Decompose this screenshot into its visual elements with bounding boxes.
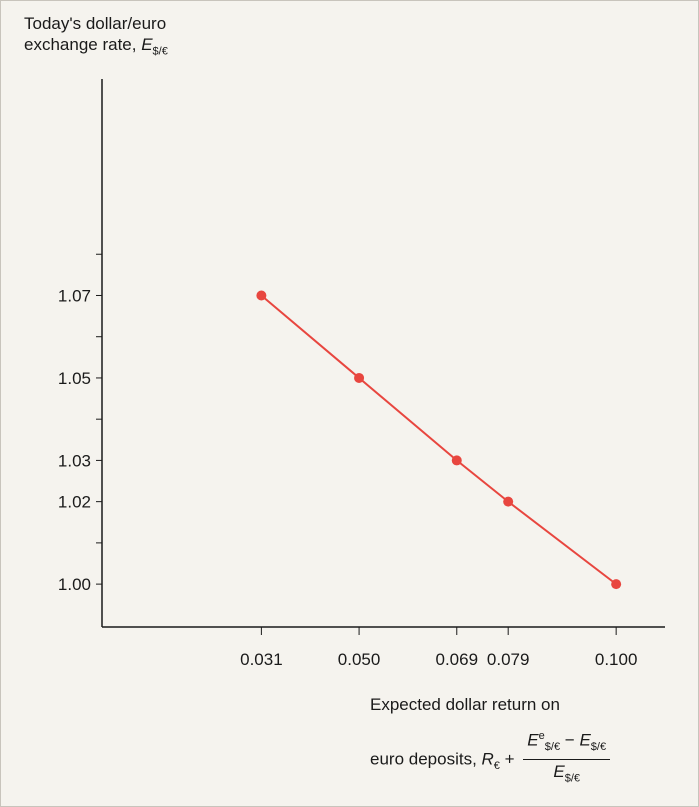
x-axis-fraction-denominator: E$/€ xyxy=(523,760,610,788)
data-point xyxy=(451,455,462,466)
ticks: 1.00 1.02 1.03 1.05 1.07 0.031 0.050 0.069 0.079… xyxy=(58,253,638,669)
numerator-minus: − xyxy=(560,730,580,750)
y-axis-label-line1: Today's dollar/euro xyxy=(24,14,167,33)
data-point xyxy=(611,579,622,590)
numerator-e1: E xyxy=(527,730,539,750)
x-axis-plus: + xyxy=(499,749,520,769)
y-tick-label: 1.02 xyxy=(58,493,91,512)
data-point xyxy=(503,496,514,507)
y-axis-label-line2: exchange rate, xyxy=(24,35,142,54)
axes xyxy=(101,79,665,628)
series-line xyxy=(260,294,617,585)
x-tick-label: 0.100 xyxy=(595,650,638,669)
x-axis-label-line2: euro deposits, xyxy=(370,749,482,769)
x-axis-r-subscript: € xyxy=(493,760,500,773)
numerator-e1-subscript: $/€ xyxy=(544,741,561,754)
x-axis-fraction-numerator: Ee$/€ − E$/€ xyxy=(523,726,611,761)
numerator-e2: E xyxy=(579,730,591,750)
denominator-e: E xyxy=(553,762,565,782)
y-tick-label: 1.05 xyxy=(58,369,91,388)
x-tick-label: 0.050 xyxy=(338,650,381,669)
x-tick-label: 0.031 xyxy=(240,650,283,669)
y-tick-label: 1.00 xyxy=(58,575,91,594)
series xyxy=(256,290,622,590)
data-point xyxy=(256,290,267,301)
x-axis-r-symbol: R xyxy=(481,749,494,769)
x-axis-fraction: Ee$/€ − E$/€ E$/€ xyxy=(523,726,611,788)
y-tick-label: 1.03 xyxy=(58,451,91,470)
denominator-e-subscript: $/€ xyxy=(564,772,580,785)
x-tick-label: 0.069 xyxy=(435,650,478,669)
x-tick-label: 0.079 xyxy=(487,650,530,669)
y-axis-subscript: $/€ xyxy=(152,45,168,58)
numerator-e2-subscript: $/€ xyxy=(590,741,607,754)
x-axis-label-line1: Expected dollar return on xyxy=(370,695,560,714)
y-tick-label: 1.07 xyxy=(58,286,91,305)
x-axis-label: Expected dollar return on euro deposits,… xyxy=(370,695,611,791)
y-axis-symbol: E xyxy=(141,35,153,54)
data-point xyxy=(354,372,365,383)
y-axis-label: Today's dollar/euro exchange rate, E$/€ xyxy=(24,13,168,62)
numerator-e-superscript: e xyxy=(538,730,545,742)
